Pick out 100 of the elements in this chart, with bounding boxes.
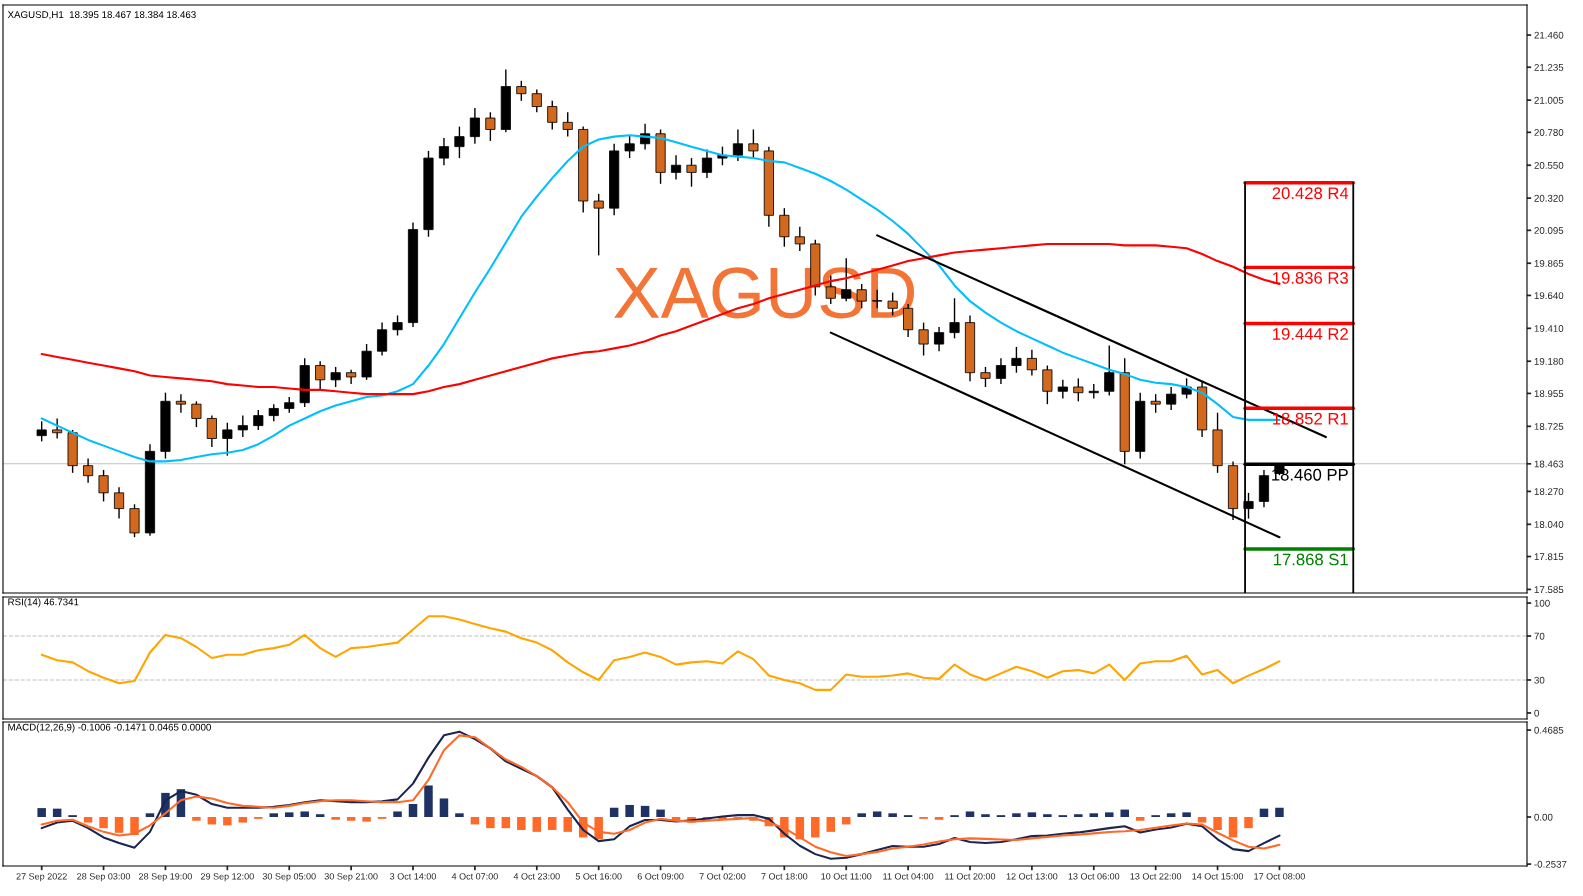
y-tick-label: 17.585 xyxy=(1534,586,1564,594)
ref-line-label: 20.428 R4 xyxy=(1272,187,1349,200)
candlestick xyxy=(670,154,682,181)
candlestick xyxy=(1166,386,1177,411)
y-tick-label: 20.095 xyxy=(1534,227,1564,234)
candlestick xyxy=(1150,393,1161,414)
candlestick xyxy=(191,400,202,428)
bar xyxy=(1228,817,1238,838)
x-tick-label: 29 Sep 12:00 xyxy=(200,873,254,882)
candlestick xyxy=(779,207,790,248)
candlestick xyxy=(949,297,960,340)
bar xyxy=(1105,812,1114,818)
x-tick-label: 7 Oct 18:00 xyxy=(761,873,808,880)
bar xyxy=(981,814,990,818)
bar xyxy=(1182,812,1191,818)
bar xyxy=(1244,817,1253,829)
candlestick xyxy=(918,321,929,357)
bar xyxy=(424,785,433,818)
bar xyxy=(656,809,665,818)
bar xyxy=(640,805,650,818)
y-tick-label: 21.235 xyxy=(1534,63,1564,71)
y-tick-label: 18.955 xyxy=(1534,390,1564,398)
bar xyxy=(563,817,572,832)
bar xyxy=(52,808,62,818)
candlestick xyxy=(175,393,186,414)
bar xyxy=(1259,808,1269,818)
bar xyxy=(408,804,418,818)
y-tick-label: 21.460 xyxy=(1534,31,1564,39)
x-tick-label: 3 Oct 14:00 xyxy=(390,873,436,880)
bar xyxy=(192,817,201,821)
line-series xyxy=(40,615,1281,691)
bar xyxy=(1120,809,1129,818)
x-tick-label: 6 Oct 09:00 xyxy=(637,873,684,880)
candlestick xyxy=(732,128,743,162)
y-tick-label: 0.4685 xyxy=(1534,726,1564,734)
y-tick-label: 19.640 xyxy=(1534,292,1564,300)
candlestick xyxy=(980,366,991,388)
bar xyxy=(1027,812,1037,818)
candlestick xyxy=(1057,379,1068,400)
x-tick-label: 4 Oct 07:00 xyxy=(451,873,498,880)
bar xyxy=(223,817,232,826)
bar xyxy=(501,817,511,829)
candlestick xyxy=(516,80,527,102)
bar xyxy=(1197,817,1207,823)
x-tick-label: 11 Oct 20:00 xyxy=(945,873,996,880)
bar xyxy=(1012,813,1021,818)
candlestick xyxy=(1042,364,1053,405)
bar xyxy=(362,817,371,822)
bar xyxy=(1074,814,1083,818)
y-tick-label: 100 xyxy=(1534,599,1550,607)
chart-title: RSI(14) 46.7341 xyxy=(8,598,79,608)
bar xyxy=(857,813,866,818)
y-tick-label: 18.270 xyxy=(1534,488,1564,496)
x-tick-label: 28 Sep 19:00 xyxy=(139,873,192,882)
candlestick xyxy=(52,417,63,440)
candlestick xyxy=(701,148,713,179)
candlestick xyxy=(995,357,1007,385)
candlestick xyxy=(485,111,496,142)
candlestick xyxy=(748,128,759,159)
bar xyxy=(145,813,155,818)
candlestick xyxy=(531,88,542,113)
candlestick xyxy=(469,107,480,145)
candlestick xyxy=(1011,346,1022,374)
y-tick-label: 19.865 xyxy=(1534,259,1564,267)
candlestick xyxy=(36,420,47,443)
bar xyxy=(393,811,402,818)
candlestick xyxy=(83,457,94,484)
bar xyxy=(1213,817,1222,830)
candlestick xyxy=(330,366,341,388)
y-tick-label: 20.550 xyxy=(1534,161,1564,169)
bar xyxy=(826,817,836,832)
candlestick xyxy=(624,134,635,159)
bar xyxy=(517,817,526,830)
y-tick-label: -0.2537 xyxy=(1534,860,1567,868)
x-tick-label: 10 Oct 11:00 xyxy=(821,873,872,880)
y-tick-label: 21.005 xyxy=(1534,96,1564,104)
chart-title: MACD(12,26,9) -0.1006 -0.1471 0.0465 0.0000 xyxy=(8,723,211,733)
x-tick-label: 4 Oct 23:00 xyxy=(513,873,560,880)
x-tick-label: 11 Oct 04:00 xyxy=(883,873,934,880)
x-tick-label: 5 Oct 16:00 xyxy=(575,873,622,880)
x-tick-label: 27 Sep 2022 xyxy=(16,873,67,882)
x-tick-label: 7 Oct 02:00 xyxy=(699,873,746,880)
candlestick xyxy=(593,193,604,257)
candlestick xyxy=(562,111,573,138)
x-tick-label: 30 Sep 21:00 xyxy=(324,873,378,882)
bar xyxy=(486,817,495,829)
y-tick-label: 20.320 xyxy=(1534,194,1564,202)
bar xyxy=(888,813,897,818)
bar xyxy=(455,813,464,818)
bar xyxy=(594,817,603,840)
bar xyxy=(284,812,294,818)
candlestick xyxy=(547,100,558,131)
candlestick xyxy=(377,321,388,357)
candlestick xyxy=(113,486,125,520)
bar xyxy=(346,817,356,821)
y-tick-label: 70 xyxy=(1534,632,1545,640)
x-tick-label: 30 Sep 05:00 xyxy=(262,873,316,882)
y-tick-label: 18.725 xyxy=(1534,423,1564,430)
candlestick xyxy=(98,469,109,503)
bar xyxy=(625,804,634,818)
